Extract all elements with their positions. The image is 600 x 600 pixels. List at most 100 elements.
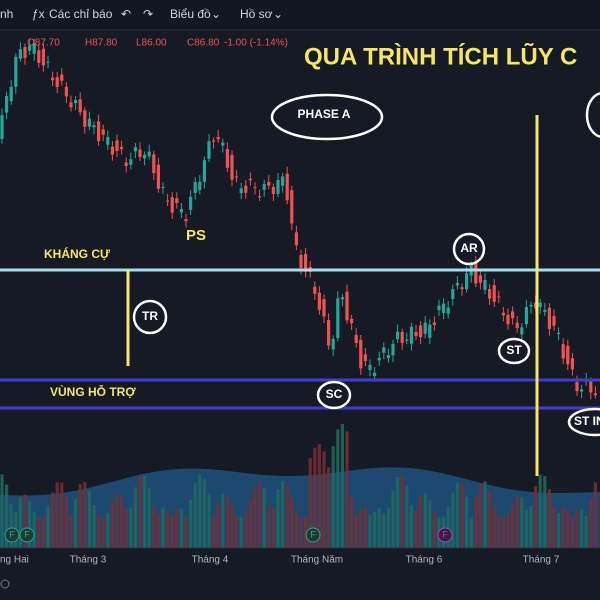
candle-body xyxy=(147,151,151,157)
volume-bar xyxy=(350,497,354,548)
marker[interactable] xyxy=(4,527,20,543)
marker[interactable] xyxy=(437,527,453,543)
indicators-button[interactable]: Các chỉ báo xyxy=(49,7,113,21)
profile-caret[interactable]: ⌄ xyxy=(273,7,283,21)
x-label: ng Hai xyxy=(0,555,29,566)
volume-bar xyxy=(538,474,542,548)
volume-bar xyxy=(327,467,331,548)
volume-bar xyxy=(580,509,584,548)
volume-bar xyxy=(212,515,216,548)
candle-body xyxy=(248,178,252,181)
settings-icon[interactable] xyxy=(0,579,10,589)
volume-bar xyxy=(248,499,252,548)
volume-bar xyxy=(308,457,312,548)
candle-body xyxy=(414,331,418,337)
candle-body xyxy=(566,345,570,365)
phase-label: PHASE A xyxy=(298,107,351,121)
volume-bar xyxy=(396,476,400,548)
candle-body xyxy=(216,136,220,140)
resistance-label: KHÁNG CỰ xyxy=(44,246,110,261)
candle-body xyxy=(110,146,114,155)
candle-body xyxy=(460,287,464,290)
redo[interactable]: ↷ xyxy=(143,7,153,21)
chart-button[interactable]: Biểu đồ xyxy=(170,7,211,21)
volume-bar xyxy=(497,516,501,548)
volume-bar xyxy=(106,512,110,548)
volume-bar xyxy=(55,482,59,548)
candle-body xyxy=(143,154,147,159)
st-in-label: ST IN xyxy=(574,414,600,428)
volume-bar xyxy=(143,476,147,548)
candle-body xyxy=(451,289,455,300)
candle-body xyxy=(386,355,390,359)
volume-bar xyxy=(368,514,372,548)
marker[interactable] xyxy=(305,527,321,543)
volume-bar xyxy=(474,496,478,548)
volume-bar xyxy=(110,502,114,548)
volume-bar xyxy=(230,506,234,548)
volume-bar xyxy=(5,484,9,548)
volume-bar xyxy=(51,492,55,548)
st-label: ST xyxy=(506,343,522,357)
volume-bar xyxy=(593,482,597,548)
volume-bar xyxy=(37,517,41,548)
volume-bar xyxy=(492,505,496,548)
volume-bar xyxy=(290,497,294,548)
toolbar-item[interactable]: nh xyxy=(0,7,13,21)
candle-body xyxy=(580,389,584,392)
candle-body xyxy=(501,312,505,316)
volume-bar xyxy=(373,512,377,548)
profile-button[interactable]: Hồ sơ xyxy=(240,7,273,21)
volume-bar xyxy=(28,501,32,548)
volume-bar xyxy=(317,444,321,548)
volume-bar xyxy=(138,475,142,548)
candle-body xyxy=(258,196,262,198)
volume-bar xyxy=(92,504,96,548)
volume-bar xyxy=(184,516,188,548)
volume-bar xyxy=(74,498,78,548)
candle-body xyxy=(354,334,358,343)
volume-bar xyxy=(281,481,285,548)
marker[interactable] xyxy=(19,527,35,543)
volume-bar xyxy=(97,516,101,548)
candle-body xyxy=(575,382,579,392)
volume-bar xyxy=(120,495,124,548)
candle-body xyxy=(37,50,41,63)
event-markers: F F F F xyxy=(4,527,453,543)
candle-body xyxy=(570,358,574,370)
volume-bar xyxy=(193,482,197,548)
candle-body xyxy=(437,305,441,311)
volume-bar xyxy=(428,500,432,548)
volume-bar xyxy=(170,516,174,548)
volume-bar xyxy=(363,507,367,548)
volume-bar xyxy=(488,490,492,548)
candle-body xyxy=(133,147,137,152)
volume-bar xyxy=(465,496,469,548)
candle-body xyxy=(317,292,321,310)
candle-body xyxy=(547,307,551,329)
sc-label: SC xyxy=(326,387,343,401)
undo[interactable]: ↶ xyxy=(121,7,131,21)
volume-bar xyxy=(414,509,418,548)
candle-body xyxy=(271,186,275,194)
candle-body xyxy=(202,160,206,182)
volume-bar xyxy=(575,509,579,548)
volume-bar xyxy=(244,512,248,548)
candle-body xyxy=(0,115,4,139)
volume-bar xyxy=(455,482,459,548)
candle-body xyxy=(193,182,197,193)
candle-body xyxy=(285,173,289,201)
candle-body xyxy=(405,339,409,341)
candle-body xyxy=(69,102,73,108)
chart-caret[interactable]: ⌄ xyxy=(211,7,221,21)
volume-bar xyxy=(423,493,427,548)
volume-bar xyxy=(221,493,225,548)
oval xyxy=(316,380,352,410)
candle-body xyxy=(161,186,165,188)
volume-bar xyxy=(419,496,423,548)
fx-icon[interactable]: ƒx xyxy=(32,7,45,21)
oval xyxy=(567,407,600,437)
candle-body xyxy=(382,347,386,353)
candle-body xyxy=(212,140,216,142)
ohlc-change: -1.00 (-1.14%) xyxy=(224,38,288,49)
